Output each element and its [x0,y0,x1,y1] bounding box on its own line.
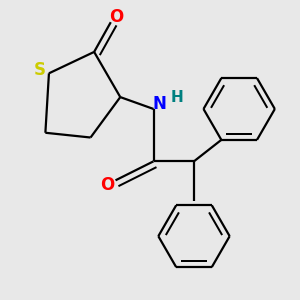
Text: S: S [33,61,45,79]
Text: O: O [100,176,114,194]
Text: N: N [153,95,166,113]
Text: H: H [171,90,184,105]
Text: O: O [110,8,124,26]
